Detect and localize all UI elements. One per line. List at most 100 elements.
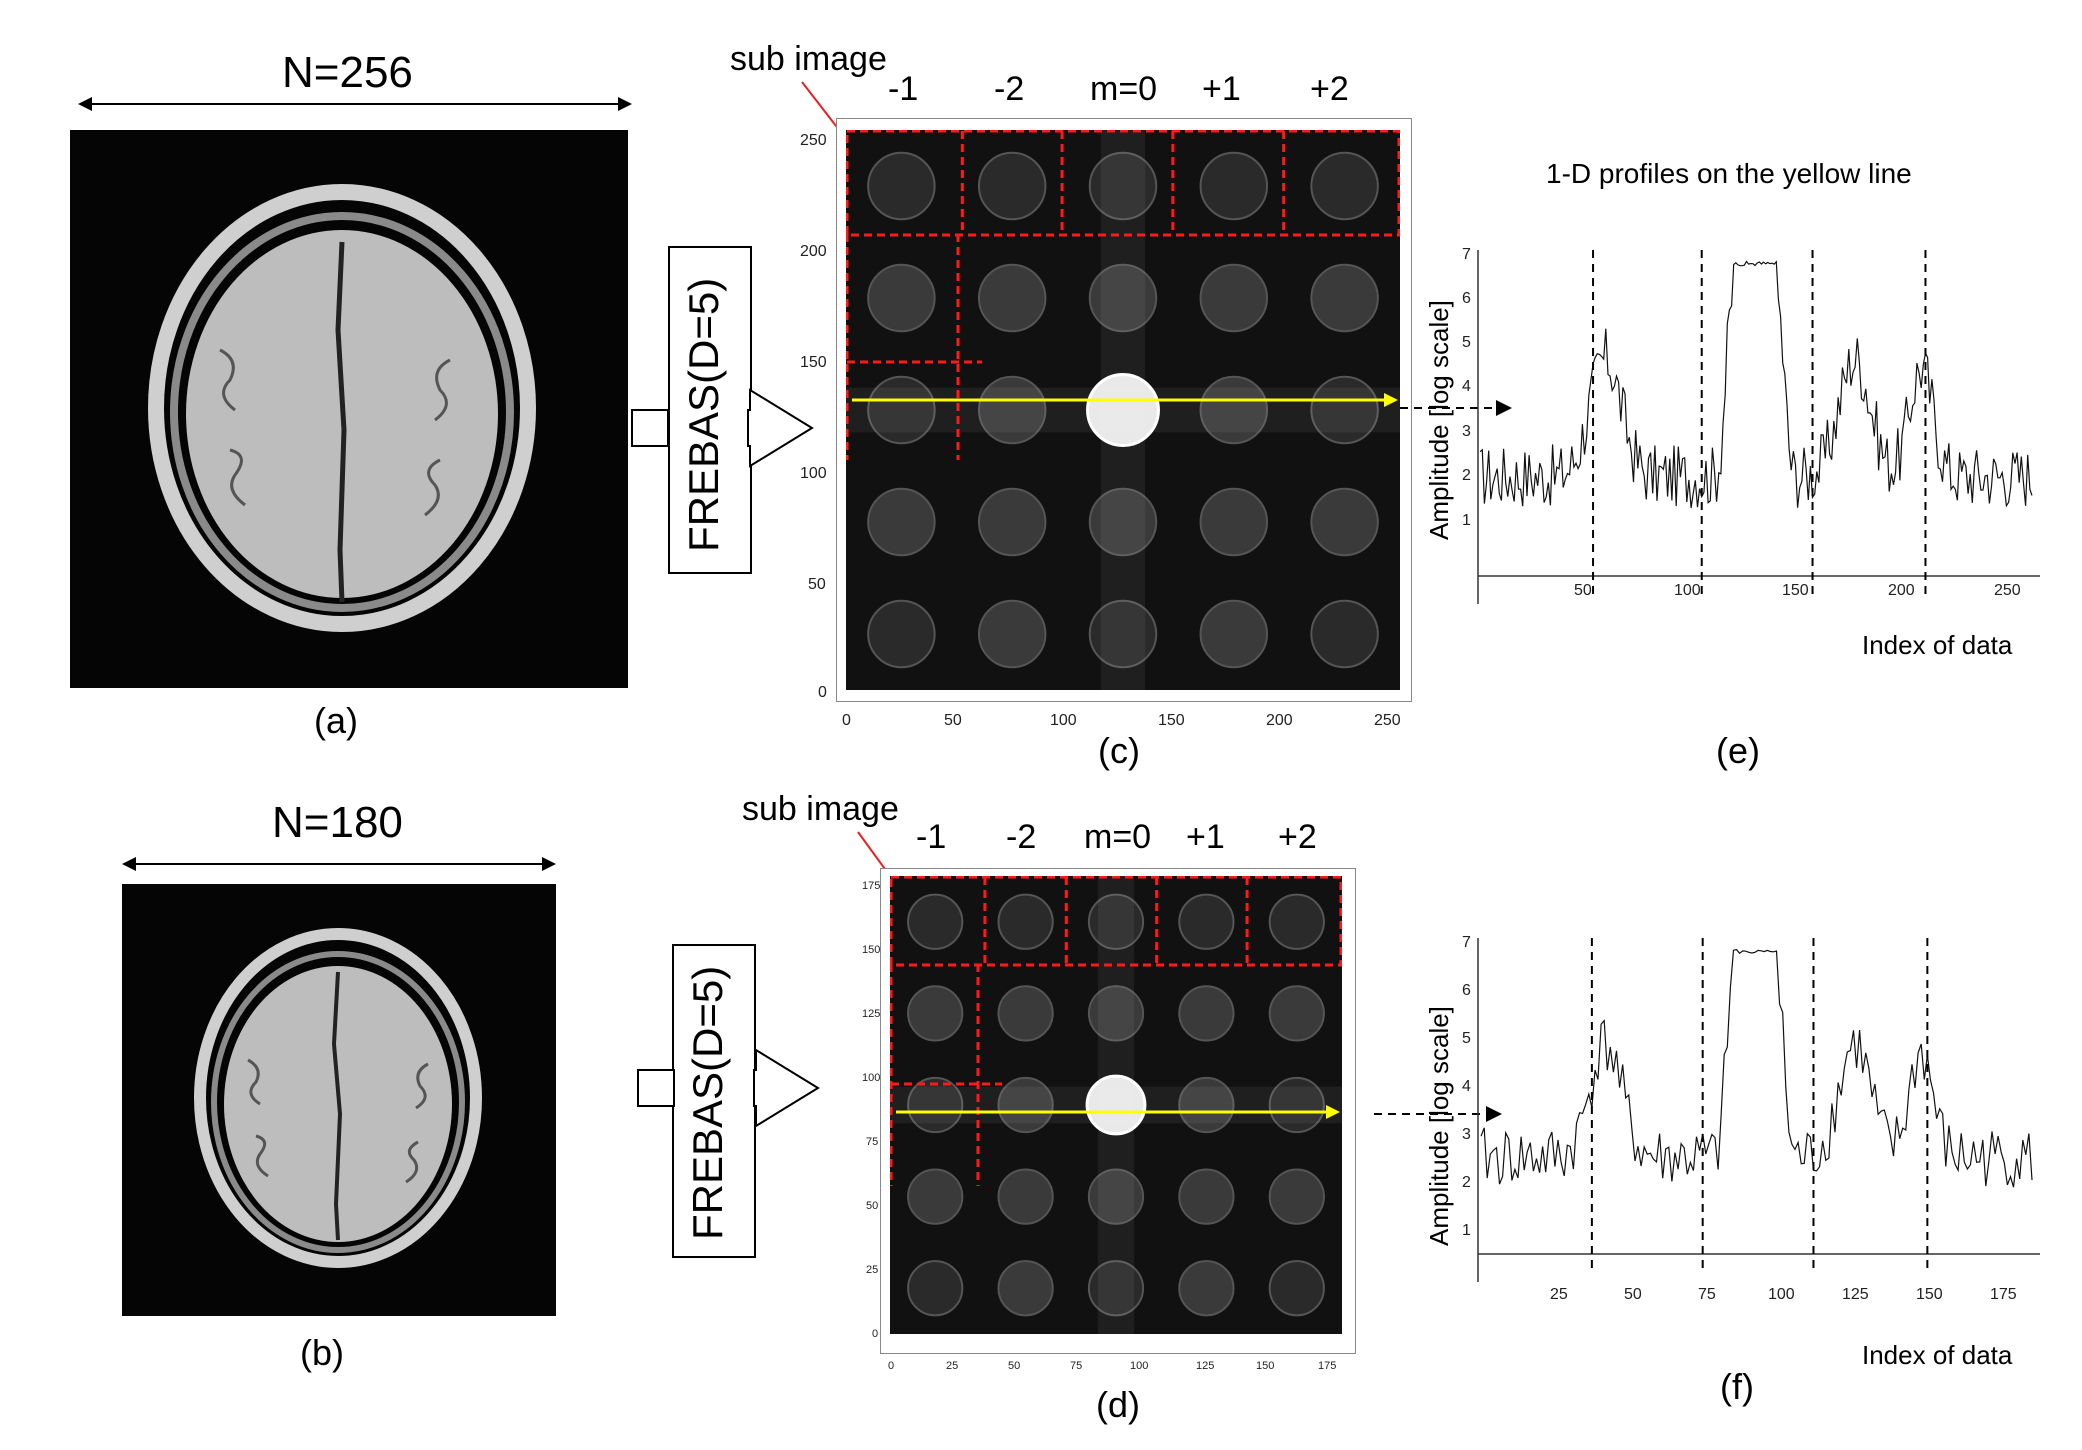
grid-d-sub-image [1087, 985, 1145, 1042]
frebas-image-c [846, 130, 1400, 690]
grid-d-sub-image [1087, 1260, 1145, 1317]
grid-c-sub-image [1088, 151, 1158, 221]
grid-d-sub-image [1087, 893, 1145, 950]
col-label-d-2: m=0 [1084, 818, 1152, 856]
grid-d-sub-image [907, 1076, 964, 1134]
width-arrow-a [78, 97, 632, 111]
col-label-c-1: -2 [994, 70, 1025, 108]
grid-c-sub-image [1199, 375, 1269, 445]
frebas-box-top [668, 246, 752, 574]
grid-d-sub-image [997, 985, 1054, 1042]
y-tick-f-2: 5 [1462, 1030, 1471, 1047]
x-tick-f-4: 125 [1842, 1286, 1869, 1303]
y-tick-c-2: 150 [800, 354, 827, 371]
pointer-arrow-f [1374, 1106, 1502, 1122]
caption-f: (f) [1720, 1366, 1754, 1407]
grid-d-sub-image [907, 1168, 964, 1225]
grid-d-sub-image [907, 893, 964, 950]
grid-c-streak-h [846, 387, 1400, 433]
y-tick-e-0: 7 [1462, 246, 1471, 263]
width-arrow-b [122, 857, 556, 871]
y-tick-c-3: 100 [800, 465, 827, 482]
grid-c-sub-image [977, 263, 1047, 333]
grid-d-sub-image [1087, 1168, 1145, 1225]
y-tick-d-7: 0 [872, 1328, 879, 1340]
grid-c-sub-image [1088, 263, 1158, 333]
grid-c-sub-image [867, 599, 936, 669]
y-tick-e-4: 3 [1462, 423, 1471, 440]
grid-c-sub-image [977, 599, 1047, 669]
caption-a: (a) [314, 700, 358, 741]
pointer-arrow-e [1400, 400, 1512, 416]
y-tick-f-1: 6 [1462, 982, 1471, 999]
x-tick-d-2: 50 [1008, 1360, 1021, 1372]
profile-plot-e [1477, 250, 2040, 604]
caption-c: (c) [1098, 730, 1140, 771]
grid-c-sub-image [1199, 599, 1269, 669]
grid-c-sub-image [1088, 487, 1158, 557]
grid-d-sub-image [907, 1260, 964, 1317]
grid-d-sub-image [907, 985, 964, 1042]
caption-e: (e) [1716, 730, 1760, 771]
grid-c-sub-image [1310, 151, 1379, 221]
y-tick-d-1: 150 [862, 944, 881, 956]
grid-c-sub-image [1088, 599, 1158, 669]
y-tick-e-6: 1 [1462, 512, 1471, 529]
y-tick-f-4: 3 [1462, 1126, 1471, 1143]
grid-c-sub-image [1199, 151, 1269, 221]
x-tick-e-2: 150 [1782, 582, 1809, 599]
x-tick-f-3: 100 [1768, 1286, 1795, 1303]
frebas-image-d [890, 876, 1342, 1334]
x-tick-c-3: 150 [1158, 712, 1185, 729]
x-tick-d-1: 25 [946, 1360, 959, 1372]
x-tick-d-4: 100 [1130, 1360, 1149, 1372]
x-tick-e-1: 100 [1674, 582, 1701, 599]
x-tick-d-6: 150 [1256, 1360, 1275, 1372]
x-tick-f-5: 150 [1916, 1286, 1943, 1303]
x-tick-f-2: 75 [1698, 1286, 1716, 1303]
sub-image-label-d: sub image [742, 790, 899, 828]
grid-d-yellow-arrowhead [1326, 1105, 1340, 1119]
x-tick-f-1: 50 [1624, 1286, 1642, 1303]
grid-d-sub-image [997, 1260, 1054, 1317]
x-tick-e-3: 200 [1888, 582, 1915, 599]
x-tick-e-4: 250 [1994, 582, 2021, 599]
profile-title-e: 1-D profiles on the yellow line [1546, 158, 1912, 189]
y-tick-d-4: 75 [866, 1136, 879, 1148]
grid-c-streak-v [1100, 130, 1146, 690]
caption-b: (b) [300, 1332, 344, 1373]
y-tick-e-1: 6 [1462, 290, 1471, 307]
grid-d-sub-image [1178, 985, 1235, 1042]
grid-d-sub-image [1268, 893, 1325, 950]
x-tick-c-0: 0 [842, 712, 851, 729]
grid-d-sub-image [997, 1168, 1054, 1225]
grid-c-red-band [846, 130, 1400, 237]
mri-image-a [70, 130, 628, 688]
y-tick-f-5: 2 [1462, 1174, 1471, 1191]
frebas-arrow-top [631, 388, 814, 468]
y-tick-d-2: 125 [862, 1008, 881, 1020]
grid-d-streak-v [1097, 876, 1135, 1334]
x-tick-d-7: 175 [1318, 1360, 1337, 1372]
caption-d: (d) [1096, 1384, 1140, 1425]
col-label-d-0: -1 [916, 818, 947, 856]
y-tick-c-4: 50 [808, 576, 826, 593]
grid-c-sub-image [867, 487, 936, 557]
col-label-d-4: +2 [1278, 818, 1317, 856]
y-tick-d-5: 50 [866, 1200, 879, 1212]
y-tick-d-0: 175 [862, 880, 881, 892]
x-label-e: Index of data [1862, 630, 2013, 660]
grid-c-sub-image [1199, 263, 1269, 333]
grid-c-yellow-arrowhead [1384, 393, 1398, 407]
x-tick-c-5: 250 [1374, 712, 1401, 729]
grid-c-sub-image [1310, 487, 1379, 557]
grid-d-sub-image [1268, 985, 1325, 1042]
grid-c-sub-image [1086, 373, 1160, 447]
grid-c-sub-image [867, 151, 936, 221]
y-tick-c-5: 0 [818, 684, 827, 701]
col-label-c-2: m=0 [1090, 70, 1158, 108]
x-tick-f-6: 175 [1990, 1286, 2017, 1303]
grid-d-sub-image [1178, 893, 1235, 950]
grid-d-sub-image [1178, 1168, 1235, 1225]
grid-d-streak-h [890, 1086, 1342, 1124]
